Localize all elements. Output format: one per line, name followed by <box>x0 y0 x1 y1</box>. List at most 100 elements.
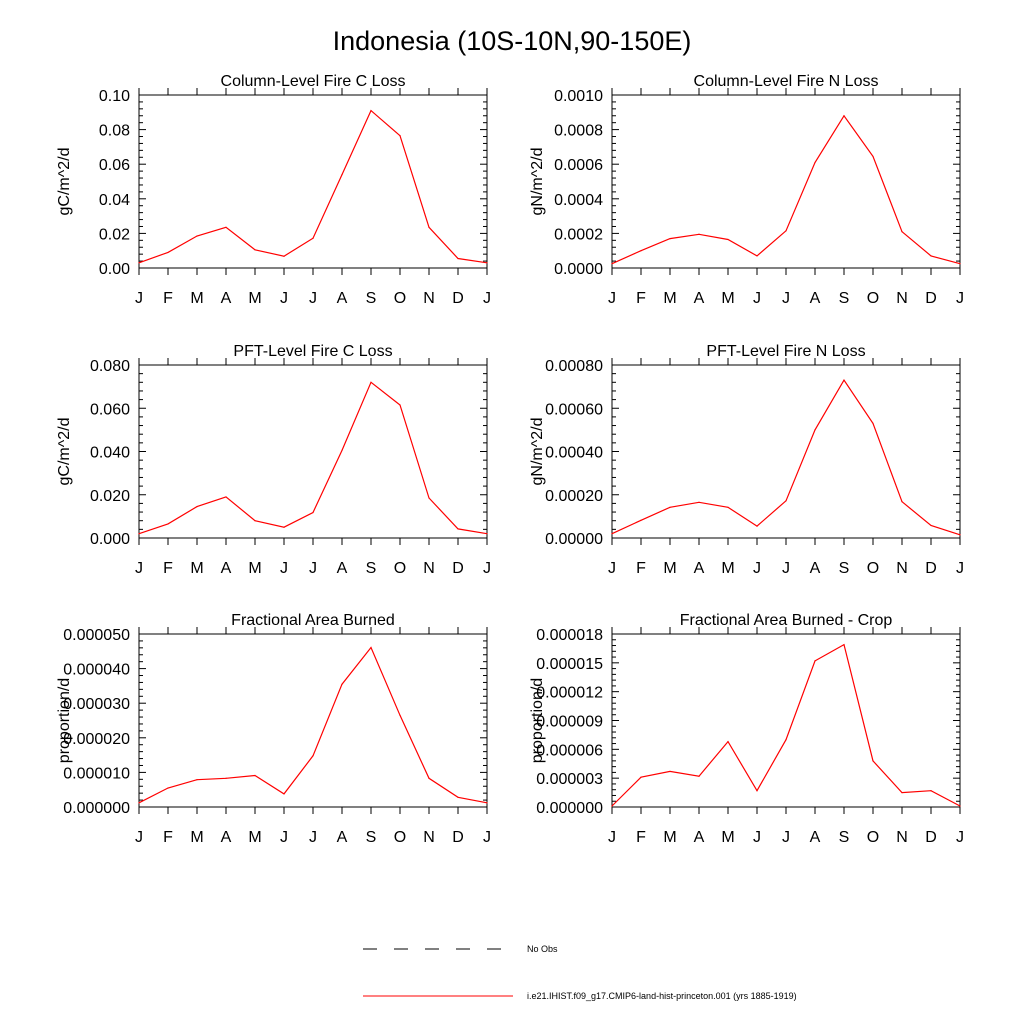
x-tick-label: S <box>839 560 850 577</box>
chart-title: Column-Level Fire N Loss <box>694 73 879 90</box>
series-line <box>138 381 488 535</box>
panels-group: Column-Level Fire C Loss gC/m^2/d 0.00 0.02… <box>56 73 964 846</box>
data-point <box>225 496 227 498</box>
y-tick-label: 0.0004 <box>554 192 603 209</box>
data-point <box>727 506 729 508</box>
legend-model-label: i.e21.IHIST.f09_g17.CMIP6-land-hist-prin… <box>527 991 797 1001</box>
data-point <box>254 249 256 251</box>
data-point <box>669 506 671 508</box>
data-point <box>312 237 314 239</box>
chart-panel: Fractional Area Burnedproportion/d0.0000… <box>56 612 491 846</box>
data-point <box>814 660 816 662</box>
x-tick-label: J <box>309 290 317 307</box>
x-tick-label: S <box>839 829 850 846</box>
data-point <box>486 533 488 535</box>
x-tick-label: F <box>636 829 646 846</box>
x-tick-label: J <box>782 290 790 307</box>
plot-frame <box>611 633 961 808</box>
x-tick-label: N <box>423 290 435 307</box>
y-axis-label: gC/m^2/d <box>56 148 73 216</box>
data-point <box>341 449 343 452</box>
x-tick-label: M <box>190 290 203 307</box>
data-point <box>138 533 140 535</box>
data-point <box>901 791 903 794</box>
y-tick-label: 0.0006 <box>554 157 603 174</box>
page-title: Indonesia (10S-10N,90-150E) <box>333 26 692 56</box>
x-tick-label: J <box>483 829 491 846</box>
data-point <box>640 250 642 252</box>
y-tick-label: 0.000012 <box>536 685 603 702</box>
y-tick-label: 0.00020 <box>545 488 603 505</box>
x-tick-label: N <box>896 829 908 846</box>
x-tick-label: M <box>190 829 203 846</box>
data-point <box>486 802 488 804</box>
x-tick-label: J <box>956 290 964 307</box>
data-point <box>698 501 700 503</box>
x-tick-label: M <box>663 560 676 577</box>
x-tick-label: N <box>423 560 435 577</box>
data-point <box>872 760 874 762</box>
y-tick-label: 0.000003 <box>536 771 603 788</box>
data-point <box>283 793 285 795</box>
x-tick-label: D <box>925 560 937 577</box>
y-tick-label: 0.000020 <box>63 731 130 748</box>
data-point <box>959 534 961 536</box>
y-axis-label: gC/m^2/d <box>56 418 73 486</box>
x-tick-label: F <box>163 829 173 846</box>
x-tick-label: S <box>366 829 377 846</box>
data-point <box>370 381 372 383</box>
x-tick-label: J <box>280 829 288 846</box>
x-tick-label: D <box>452 560 464 577</box>
data-point <box>283 526 285 528</box>
chart-title: PFT-Level Fire N Loss <box>706 343 865 360</box>
y-tick-label: 0.04 <box>99 192 130 209</box>
data-point <box>254 774 256 777</box>
x-tick-label: M <box>190 560 203 577</box>
data-point <box>814 429 816 431</box>
legend: No Obs i.e21.IHIST.f09_g17.CMIP6-land-hi… <box>363 944 797 1001</box>
series-line <box>138 109 488 264</box>
data-point <box>196 506 198 508</box>
data-point <box>312 511 314 514</box>
x-tick-label: M <box>248 290 261 307</box>
x-tick-label: N <box>423 829 435 846</box>
data-point <box>669 237 671 240</box>
data-point <box>341 683 343 685</box>
x-tick-label: M <box>663 290 676 307</box>
y-axis-label: gN/m^2/d <box>529 418 546 486</box>
x-tick-label: D <box>925 290 937 307</box>
data-point <box>640 519 642 521</box>
data-point <box>428 226 430 228</box>
y-tick-label: 0.0010 <box>554 88 603 105</box>
x-tick-label: S <box>366 560 377 577</box>
data-point <box>428 777 430 779</box>
x-tick-label: S <box>366 290 377 307</box>
x-tick-label: J <box>956 560 964 577</box>
data-point <box>785 230 787 232</box>
x-tick-label: A <box>337 829 348 846</box>
chart-title: Fractional Area Burned <box>231 612 395 629</box>
data-point <box>901 501 903 503</box>
data-point <box>843 643 845 646</box>
data-point <box>930 790 932 792</box>
x-tick-label: M <box>248 560 261 577</box>
x-tick-label: J <box>608 829 616 846</box>
x-tick-label: A <box>221 829 232 846</box>
y-tick-label: 0.10 <box>99 88 130 105</box>
series-line <box>611 643 961 807</box>
data-point <box>399 404 401 406</box>
y-tick-label: 0.000000 <box>63 800 130 817</box>
series-line <box>611 114 961 265</box>
data-point <box>341 173 343 176</box>
y-tick-label: 0.060 <box>90 401 130 418</box>
y-tick-label: 0.000009 <box>536 714 603 731</box>
chart-panel: PFT-Level Fire C Loss gC/m^2/d 0.000 0.020 0… <box>56 343 491 577</box>
x-tick-label: O <box>867 560 879 577</box>
data-point <box>785 739 787 741</box>
data-point <box>196 235 198 237</box>
y-tick-label: 0.00000 <box>545 531 603 548</box>
x-tick-label: D <box>452 290 464 307</box>
y-axis-label: gN/m^2/d <box>529 148 546 216</box>
x-tick-label: J <box>782 560 790 577</box>
data-point <box>457 796 459 798</box>
